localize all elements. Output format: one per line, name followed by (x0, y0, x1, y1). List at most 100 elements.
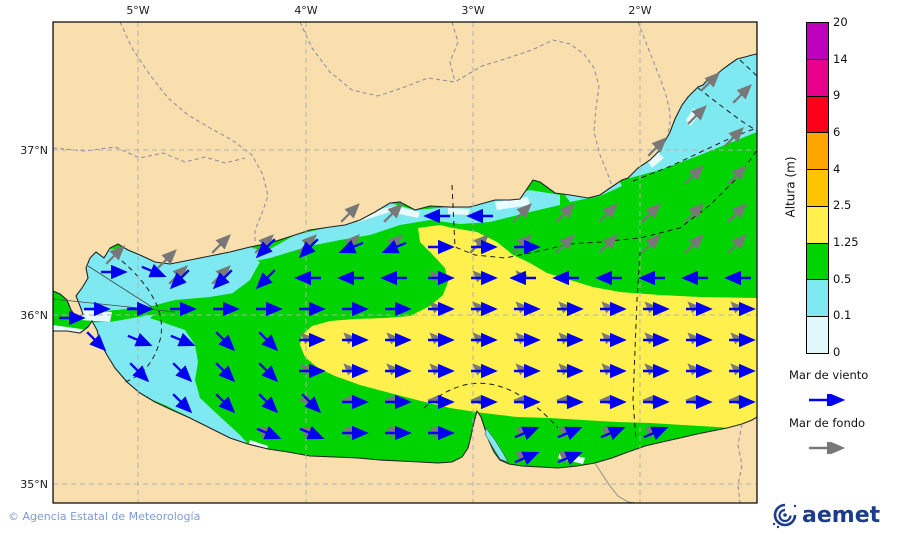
swell-arrow (687, 105, 707, 125)
wind-arrow (215, 393, 236, 414)
swell-arrow (647, 137, 667, 157)
wind-arrow (141, 263, 167, 278)
swell-arrow (727, 203, 747, 223)
map-canvas: 5°W 4°W 3°W 2°W 37°N 36°N 35°N (20, 4, 758, 504)
swell-arrow (684, 165, 704, 185)
colorbar-tick-label: 2.5 (833, 198, 852, 213)
wave-yellow-region (300, 225, 757, 430)
swell-arrow (555, 234, 575, 254)
colorbar (806, 22, 829, 354)
colorbar-segment (807, 243, 828, 281)
wind-arrow (255, 238, 276, 259)
wave-cyan-north-strip (88, 190, 560, 305)
wind-arrow (127, 332, 153, 347)
colorbar-segment (807, 280, 828, 318)
aemet-logo-icon (772, 503, 797, 529)
wind-arrow (557, 426, 583, 441)
wind-arrow (514, 451, 540, 466)
wind-arrow (557, 451, 583, 466)
wind-arrow (600, 426, 626, 441)
colorbar-tick-label: 20 (833, 15, 848, 29)
wind-arrow (86, 331, 107, 352)
lat-label: 35°N (20, 478, 48, 491)
wind-arrow (256, 425, 282, 440)
map-layers (53, 22, 757, 503)
wind-arrow (514, 426, 540, 441)
swell-arrow (555, 203, 575, 223)
wind-arrow (381, 239, 407, 254)
wind-arrow-sample (809, 394, 846, 406)
wind-arrow (299, 425, 325, 440)
wind-arrow (255, 269, 276, 290)
lon-label: 2°W (628, 4, 651, 17)
swell-arrow (383, 203, 403, 223)
colorbar-title: Altura (m) (783, 156, 798, 218)
colorbar-segment (807, 317, 828, 354)
wind-arrow (643, 426, 669, 441)
arrow-field (59, 72, 756, 466)
swell-arrow (727, 165, 747, 185)
colorbar-segment (807, 206, 828, 244)
wind-arrow (169, 269, 190, 290)
lat-label: 36°N (20, 309, 48, 322)
wind-arrow (172, 393, 193, 414)
swell-arrow (512, 234, 532, 254)
swell-arrow (340, 203, 360, 223)
colorbar-tick-label: 4 (833, 161, 841, 176)
river-line (594, 462, 636, 503)
swell-arrow (211, 234, 231, 254)
aemet-logo-text: aemet (802, 502, 881, 528)
swell-arrow (727, 234, 747, 254)
lon-label: 3°W (461, 4, 484, 17)
legend-wind-label: Mar de viento (789, 368, 869, 382)
colorbar-segment (807, 133, 828, 171)
wind-arrow (129, 362, 150, 383)
lagoon-mar-chica (484, 427, 509, 463)
colorbar-segment (807, 23, 828, 60)
swell-arrow (598, 234, 618, 254)
swell-arrow (641, 203, 661, 223)
wind-arrow (170, 332, 196, 347)
lon-label: 4°W (294, 4, 317, 17)
swell-arrow (700, 72, 720, 92)
wind-arrow (258, 331, 279, 352)
land-south-morocco (53, 319, 757, 503)
swell-arrow (732, 84, 752, 104)
colorbar-tick-label: 6 (833, 125, 841, 139)
legend-swell-label: Mar de fondo (789, 416, 866, 430)
axis-labels: 5°W 4°W 3°W 2°W 37°N 36°N 35°N (20, 4, 652, 491)
colorbar-segment (807, 96, 828, 134)
swell-arrow (512, 203, 532, 223)
swell-arrow (684, 203, 704, 223)
copyright-text: © Agencia Estatal de Meteorología (8, 510, 201, 523)
swell-arrow (469, 234, 489, 254)
wind-arrow (301, 393, 322, 414)
wind-arrow (172, 362, 193, 383)
colorbar-tick-label: 0.1 (833, 308, 852, 323)
wind-arrow (215, 331, 236, 352)
wind-arrow (212, 269, 233, 290)
wind-arrow (298, 238, 319, 259)
swell-arrow (641, 234, 661, 254)
swell-arrow (598, 203, 618, 223)
colorbar-tick-label: 9 (833, 88, 841, 103)
colorbar-segment (807, 59, 828, 97)
colorbar-segment (807, 170, 828, 207)
colorbar-tick-label: 1.25 (833, 235, 859, 249)
colorbar-tick-label: 14 (833, 51, 848, 66)
colorbar-tick-label: 0 (833, 345, 841, 359)
swell-arrow (105, 245, 125, 265)
map-frame (52, 21, 758, 504)
swell-arrow-sample (809, 442, 846, 454)
swell-arrow (724, 127, 744, 147)
wind-arrow (258, 362, 279, 383)
swell-arrow (684, 234, 704, 254)
aemet-logo: aemet (770, 500, 880, 530)
wind-arrow (258, 393, 279, 414)
wind-arrow (215, 362, 236, 383)
admin-borders (53, 22, 743, 503)
colorbar-tick-label: 0.5 (833, 271, 852, 286)
lat-label: 37°N (20, 144, 48, 157)
wind-arrow (338, 239, 364, 254)
